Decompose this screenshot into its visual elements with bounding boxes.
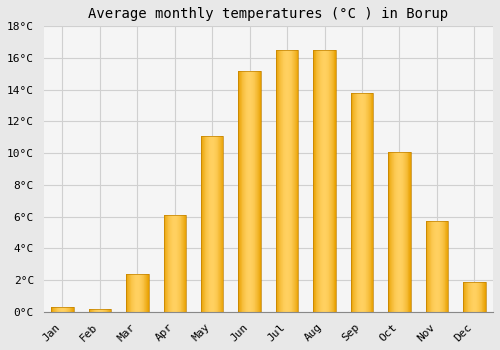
Bar (350, 93, 373, 312)
Bar (426, 222, 448, 312)
Bar (164, 215, 186, 312)
Bar (88, 309, 111, 312)
Bar (51, 307, 74, 312)
Bar (126, 274, 148, 312)
Title: Average monthly temperatures (°C ) in Borup: Average monthly temperatures (°C ) in Bo… (88, 7, 448, 21)
Bar (314, 50, 336, 312)
Bar (463, 282, 485, 312)
Bar (201, 136, 224, 312)
Bar (276, 50, 298, 312)
Bar (238, 71, 261, 312)
Bar (388, 152, 410, 312)
